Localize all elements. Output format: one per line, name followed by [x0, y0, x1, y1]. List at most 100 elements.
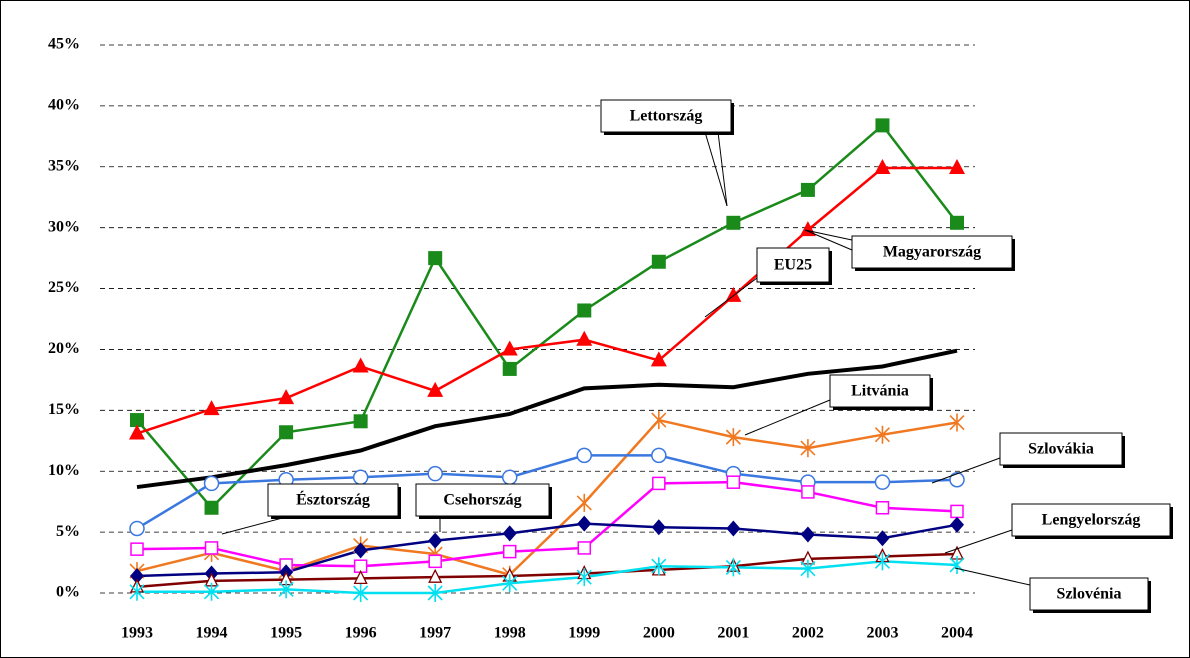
- marker: [576, 568, 592, 587]
- callout-box: [829, 374, 931, 408]
- callout-label: Lettország: [630, 108, 703, 125]
- marker: [726, 215, 741, 230]
- y-tick-label: 20%: [48, 340, 80, 357]
- marker: [428, 568, 443, 583]
- marker: [949, 158, 965, 174]
- marker: [278, 580, 294, 599]
- marker: [725, 558, 741, 577]
- y-tick-label: 0%: [56, 584, 80, 601]
- marker: [950, 516, 964, 533]
- y-tick-label: 10%: [48, 462, 80, 479]
- marker: [726, 475, 741, 489]
- y-tick-label: 35%: [48, 157, 80, 174]
- callout-box: [1029, 577, 1149, 611]
- callout-box: [756, 247, 830, 283]
- marker: [576, 493, 592, 512]
- y-tick-label: 45%: [48, 36, 80, 53]
- callout-box: [999, 432, 1123, 466]
- series-line: [136, 418, 958, 577]
- marker: [651, 519, 666, 536]
- callout-label: Csehország: [443, 492, 521, 509]
- marker: [353, 584, 369, 602]
- series-line: [136, 454, 958, 530]
- marker: [427, 381, 444, 397]
- marker: [428, 251, 443, 266]
- marker: [725, 428, 741, 447]
- marker: [650, 351, 667, 367]
- series-line: [137, 560, 958, 595]
- marker: [799, 221, 816, 237]
- series-line: [136, 166, 957, 435]
- callout-leader: [717, 131, 728, 207]
- marker: [279, 425, 294, 440]
- x-tick-label: 2004: [941, 625, 973, 642]
- marker: [502, 361, 517, 376]
- marker: [130, 567, 144, 584]
- callout-leader: [804, 229, 853, 251]
- marker: [800, 439, 816, 458]
- y-tick-label: 5%: [56, 523, 80, 540]
- x-tick-label: 1997: [419, 625, 451, 642]
- marker: [651, 557, 667, 576]
- series-line: [136, 123, 958, 510]
- marker: [875, 530, 890, 547]
- marker: [353, 414, 368, 429]
- marker: [652, 476, 666, 491]
- marker: [427, 465, 443, 482]
- callout-label: Észtország: [296, 490, 370, 509]
- marker: [130, 542, 144, 556]
- marker: [203, 582, 220, 601]
- marker: [651, 411, 667, 430]
- callout-leader: [744, 399, 831, 436]
- callout-box: [1011, 503, 1171, 537]
- marker: [800, 182, 815, 197]
- marker: [129, 424, 145, 440]
- x-tick-label: 1996: [345, 625, 377, 642]
- marker: [800, 559, 816, 578]
- callout-box: [415, 483, 550, 517]
- marker: [204, 541, 219, 555]
- callout-box: [600, 99, 732, 133]
- series-line: [136, 552, 958, 589]
- marker: [129, 582, 145, 601]
- marker: [502, 574, 518, 593]
- marker: [875, 118, 890, 133]
- marker: [428, 554, 442, 569]
- callout-label: EU25: [774, 257, 812, 274]
- marker: [874, 552, 891, 571]
- marker: [353, 542, 368, 559]
- marker: [428, 532, 443, 549]
- marker: [352, 469, 369, 486]
- x-tick-label: 1998: [494, 625, 526, 642]
- marker: [129, 520, 145, 537]
- marker: [353, 569, 368, 585]
- marker: [352, 357, 369, 373]
- marker: [502, 544, 517, 559]
- marker: [502, 525, 517, 542]
- marker: [577, 541, 592, 555]
- marker: [203, 400, 220, 416]
- callout-box: [267, 483, 399, 517]
- callout-leader: [804, 229, 853, 241]
- x-tick-label: 1994: [196, 625, 228, 642]
- marker: [427, 584, 443, 602]
- callout-label: Szlovénia: [1057, 586, 1122, 603]
- callout-box: [851, 235, 1013, 269]
- marker: [874, 474, 891, 490]
- callout-leader: [931, 457, 1001, 484]
- series-line: [136, 480, 958, 568]
- callout-leader: [704, 131, 728, 207]
- callout-leader: [944, 529, 1013, 554]
- marker: [576, 447, 593, 464]
- marker: [949, 413, 965, 432]
- marker: [874, 158, 891, 174]
- marker: [800, 526, 815, 543]
- marker: [501, 469, 518, 486]
- callout-label: Magyarország: [883, 244, 981, 261]
- x-tick-label: 2002: [792, 625, 824, 642]
- marker: [950, 504, 964, 519]
- series-line: [136, 348, 958, 490]
- marker: [949, 471, 965, 488]
